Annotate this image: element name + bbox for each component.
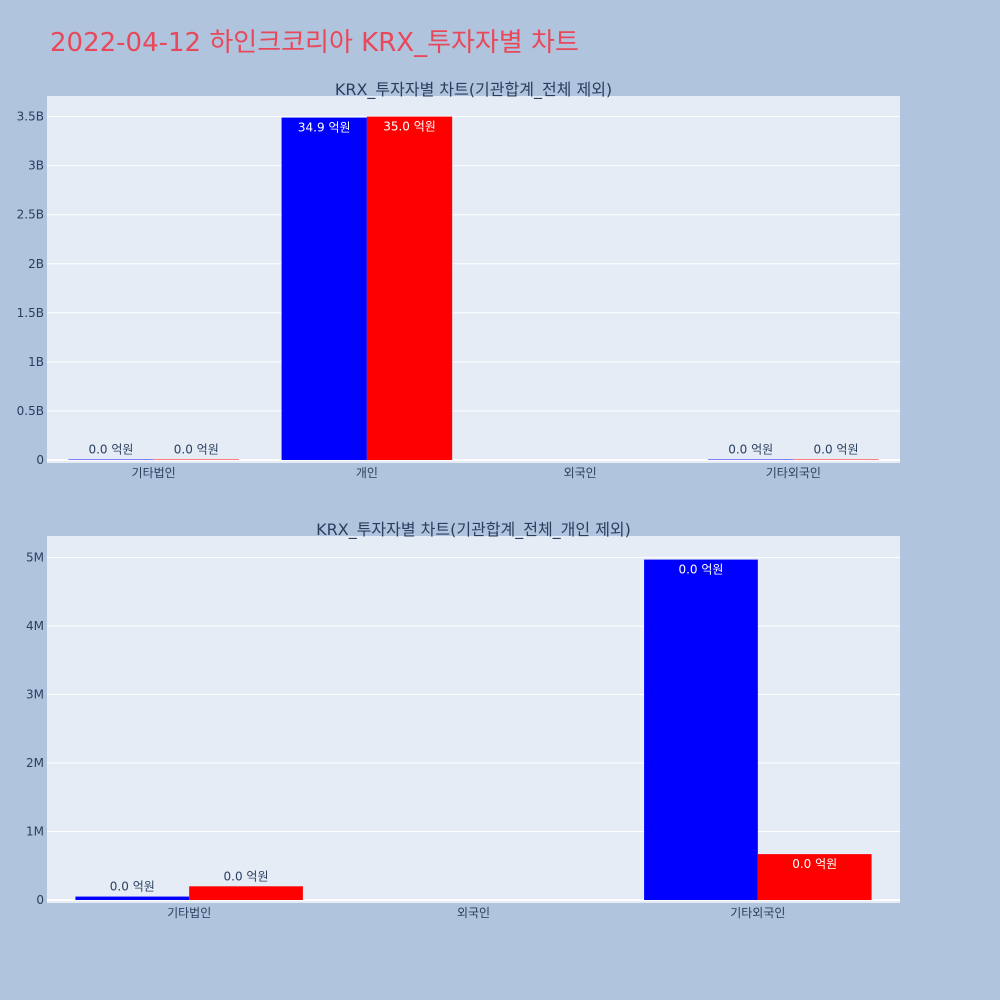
chart2-data-label: 0.0 억원 [224, 869, 269, 883]
chart1-bar-red [793, 459, 879, 460]
chart1-data-label: 34.9 억원 [298, 121, 351, 135]
chart1-plot-area [47, 96, 900, 463]
chart2-ytick-label: 2M [26, 756, 44, 770]
chart2-bar-red [757, 854, 872, 900]
chart2-data-label: 0.0 억원 [792, 857, 837, 871]
chart1-bar-red [153, 459, 239, 460]
chart1-ytick-label: 3.5B [17, 110, 44, 124]
chart2-ytick-label: 3M [26, 688, 44, 702]
chart1-bar-blue [68, 459, 154, 460]
chart2-data-label: 0.0 억원 [110, 880, 155, 894]
chart1-ytick-label: 1.5B [17, 306, 44, 320]
chart2-bar-blue [644, 559, 758, 900]
chart1-ytick-label: 0 [36, 453, 44, 467]
chart1-ytick-label: 2B [28, 257, 44, 271]
chart1-data-label: 0.0 억원 [728, 443, 773, 457]
chart1-xtick-label: 외국인 [564, 466, 597, 480]
chart1-ytick-label: 0.5B [17, 404, 44, 418]
chart1-xtick-label: 기타법인 [132, 466, 176, 480]
chart2-bar-red [189, 886, 303, 900]
chart1-xtick-label: 개인 [356, 466, 378, 480]
chart1-data-label: 0.0 억원 [174, 443, 219, 457]
chart2-ytick-label: 5M [26, 551, 44, 565]
chart1-ytick-label: 1B [28, 355, 44, 369]
chart2-bar-blue [75, 896, 190, 900]
chart1-data-label: 0.0 억원 [88, 443, 133, 457]
chart2-plot-area [47, 536, 900, 903]
chart2-title: KRX_투자자별 차트(기관합계_전체_개인 제외) [316, 520, 631, 540]
chart1-data-label: 0.0 억원 [814, 443, 859, 457]
chart1-title: KRX_투자자별 차트(기관합계_전체 제외) [335, 80, 612, 100]
chart2-ytick-label: 4M [26, 619, 44, 633]
chart1-ytick-label: 2.5B [17, 208, 44, 222]
chart1-bar-blue [708, 459, 794, 460]
chart2-xtick-label: 외국인 [457, 906, 490, 920]
chart2-xtick-label: 기타법인 [167, 906, 211, 920]
chart1-data-label: 35.0 억원 [383, 120, 436, 134]
chart1-bar-blue [281, 117, 367, 461]
chart2-ytick-label: 0 [36, 893, 44, 907]
chart1-ytick-label: 3B [28, 159, 44, 173]
chart1-xtick-label: 기타외국인 [766, 466, 821, 480]
page-title: 2022-04-12 하인크코리아 KRX_투자자별 차트 [50, 28, 579, 58]
chart2-xtick-label: 기타외국인 [730, 906, 785, 920]
chart2-ytick-label: 1M [26, 825, 44, 839]
chart1-bar-red [366, 116, 453, 461]
chart2-data-label: 0.0 억원 [678, 563, 723, 577]
